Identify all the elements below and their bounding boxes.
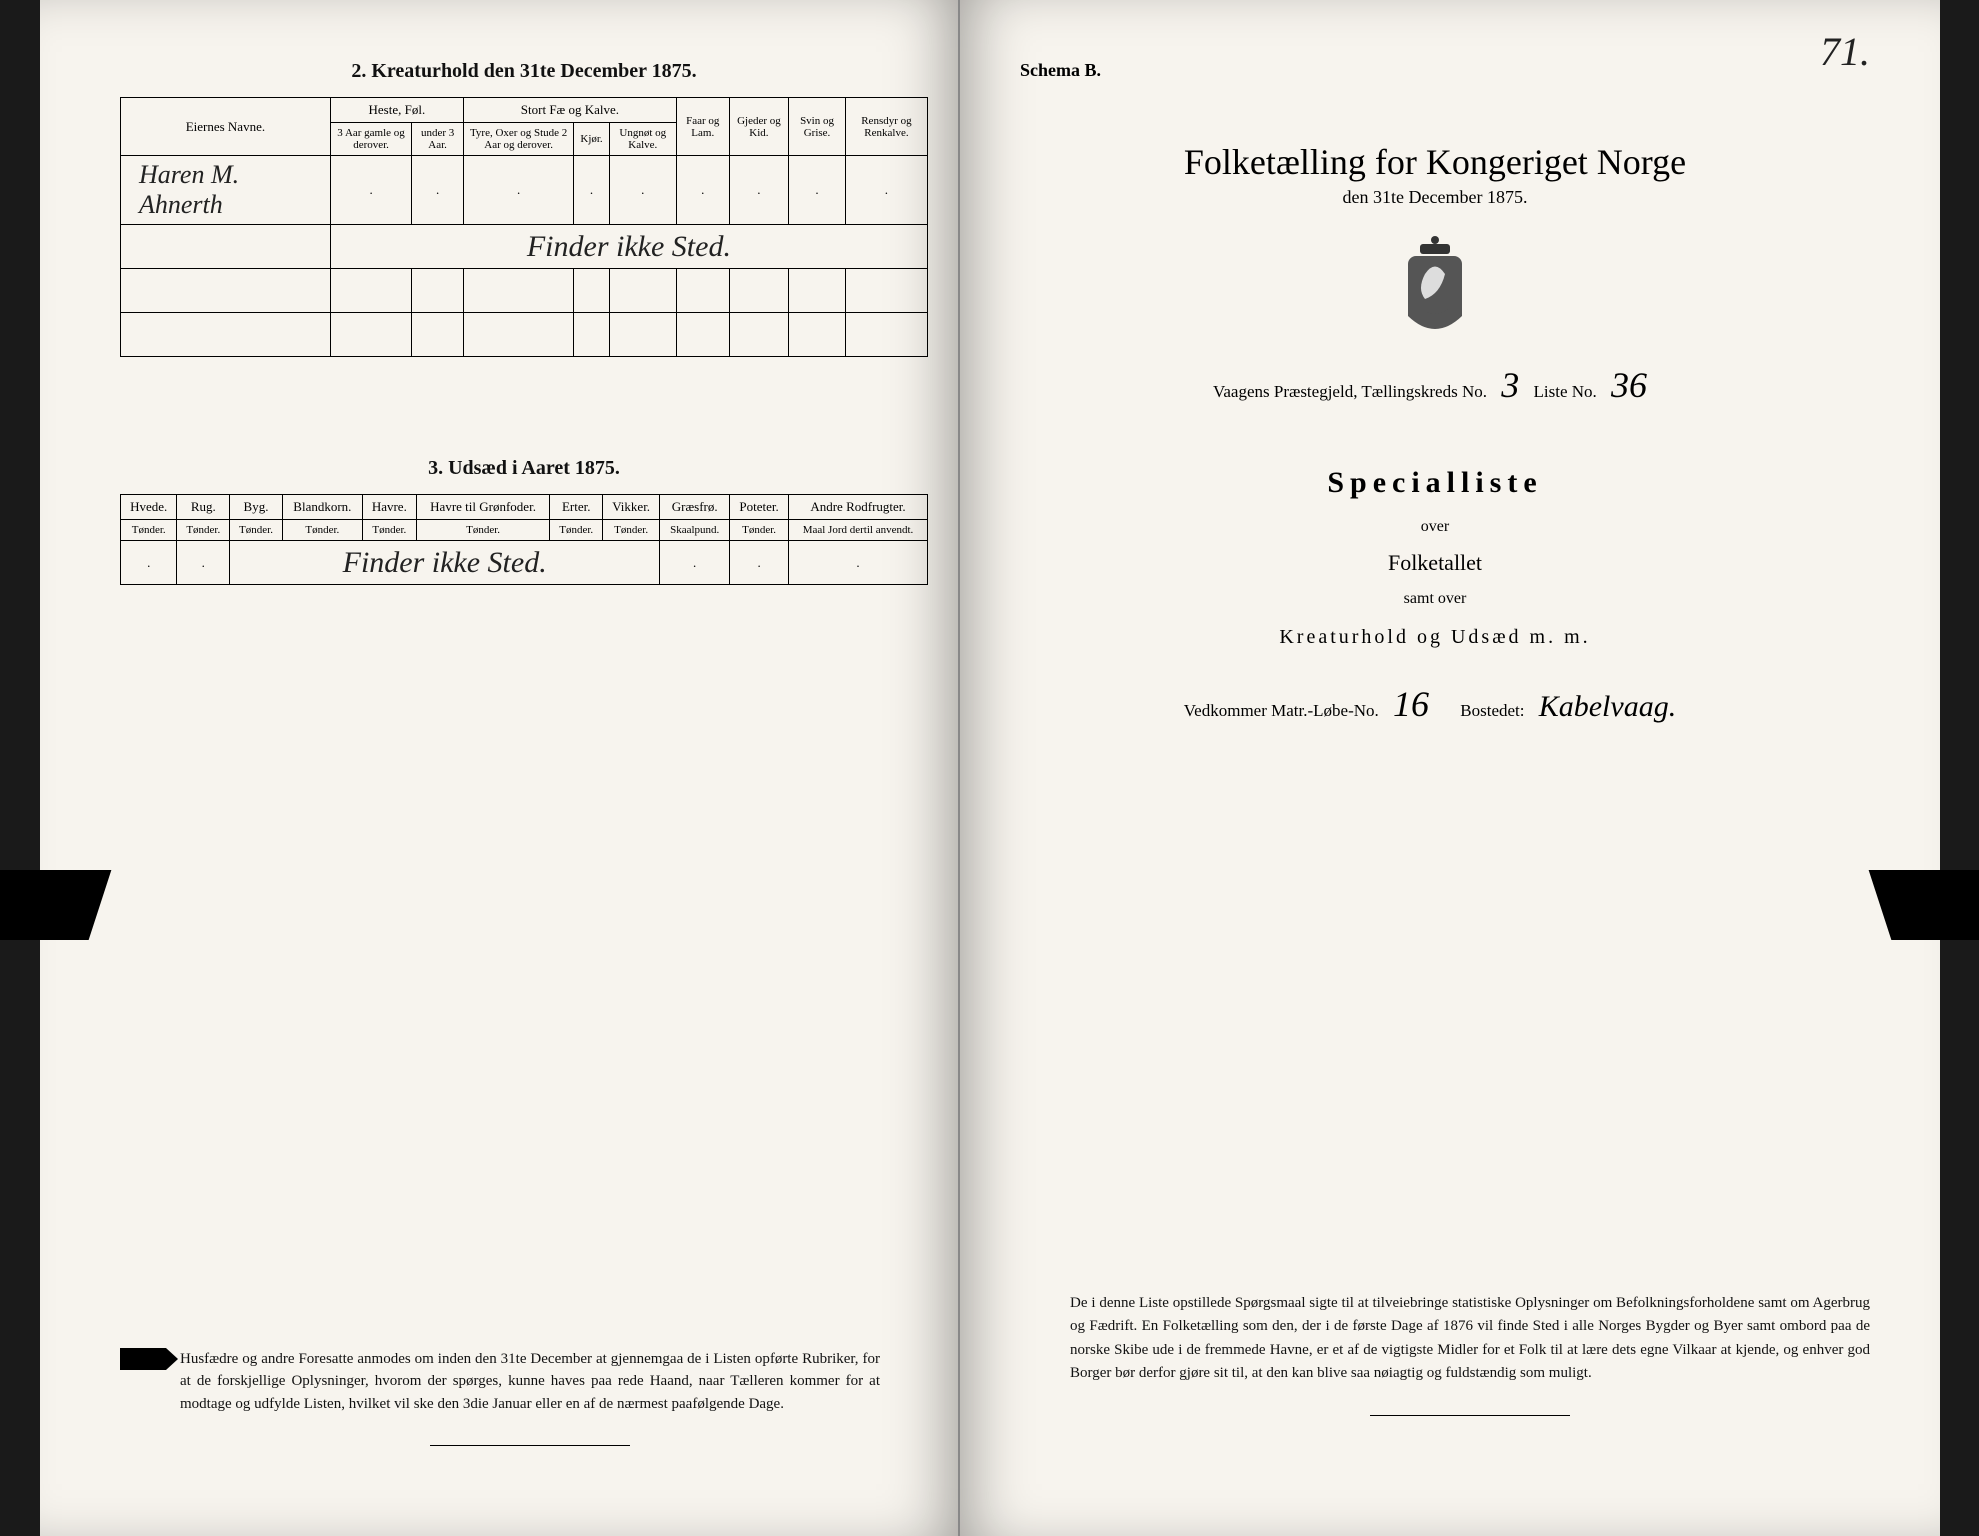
- unit: Tønder.: [230, 520, 283, 541]
- section-2-heading: 2. Kreaturhold den 31te December 1875.: [120, 60, 928, 83]
- unit: Tønder.: [603, 520, 660, 541]
- col-havre-gronf: Havre til Grønfoder.: [416, 495, 550, 520]
- col-gjeder: Gjeder og Kid.: [729, 98, 789, 156]
- colgroup-stortfae: Stort Fæ og Kalve.: [463, 98, 676, 123]
- table-row: Haren M. Ahnerth .........: [121, 156, 928, 225]
- row-finder-ikke-sted: Finder ikke Sted.: [230, 541, 660, 585]
- right-footnote: De i denne Liste opstillede Spørgsmaal s…: [1070, 1292, 1870, 1416]
- left-footnote: Husfædre og andre Foresatte anmodes om i…: [180, 1348, 880, 1447]
- owner-name: Haren M. Ahnerth: [121, 156, 331, 225]
- specialliste-heading: Specialliste: [1010, 466, 1860, 500]
- table-row: [121, 313, 928, 357]
- col-eierne: Eiernes Navne.: [121, 98, 331, 156]
- right-page: 71. Schema B. Folketælling for Kongerige…: [960, 0, 1940, 1536]
- schema-label: Schema B.: [1020, 60, 1860, 81]
- bosted-label: Bostedet:: [1460, 701, 1524, 720]
- col-vikker: Vikker.: [603, 495, 660, 520]
- footnote-text: Husfædre og andre Foresatte anmodes om i…: [180, 1351, 880, 1412]
- col-byg: Byg.: [230, 495, 283, 520]
- unit: Tønder.: [416, 520, 550, 541]
- pointing-hand-icon: [120, 1348, 166, 1370]
- unit: Tønder.: [362, 520, 416, 541]
- coat-of-arms-icon: [1390, 234, 1480, 334]
- unit: Maal Jord dertil anvendt.: [788, 520, 927, 541]
- parish-line: Vaagens Præstegjeld, Tællingskreds No. 3…: [1010, 364, 1860, 406]
- left-page: 2. Kreaturhold den 31te December 1875. E…: [40, 0, 960, 1536]
- table-row: [121, 269, 928, 313]
- page-number: 71.: [1820, 28, 1870, 75]
- row-finder-ikke-sted: Finder ikke Sted.: [330, 225, 927, 269]
- unit: Tønder.: [730, 520, 789, 541]
- matr-label: Vedkommer Matr.-Løbe-No.: [1184, 701, 1379, 720]
- col-heste-under3: under 3 Aar.: [412, 123, 464, 156]
- bosted-value: Kabelvaag.: [1529, 690, 1686, 723]
- col-faar: Faar og Lam.: [676, 98, 729, 156]
- footnote-text: De i denne Liste opstillede Spørgsmaal s…: [1070, 1295, 1870, 1381]
- over-label: over: [1010, 518, 1860, 536]
- col-svin: Svin og Grise.: [789, 98, 846, 156]
- table-udsaed: Hvede. Rug. Byg. Blandkorn. Havre. Havre…: [120, 494, 928, 585]
- col-heste-3aar: 3 Aar gamle og derover.: [330, 123, 412, 156]
- book-spread: 2. Kreaturhold den 31te December 1875. E…: [40, 0, 1940, 1536]
- matr-no: 16: [1383, 684, 1439, 724]
- unit: Tønder.: [177, 520, 230, 541]
- table-kreaturhold: Eiernes Navne. Heste, Føl. Stort Fæ og K…: [120, 97, 928, 357]
- col-poteter: Poteter.: [730, 495, 789, 520]
- divider: [430, 1445, 630, 1446]
- table-row: .. Finder ikke Sted. ...: [121, 541, 928, 585]
- census-date: den 31te December 1875.: [1010, 187, 1860, 208]
- census-title: Folketælling for Kongeriget Norge: [1010, 141, 1860, 183]
- col-rug: Rug.: [177, 495, 230, 520]
- col-rensdyr: Rensdyr og Renkalve.: [845, 98, 927, 156]
- divider: [1370, 1415, 1570, 1416]
- col-erter: Erter.: [550, 495, 603, 520]
- unit: Tønder.: [550, 520, 603, 541]
- folketallet-label: Folketallet: [1010, 550, 1860, 576]
- parish-label: Vaagens Præstegjeld, Tællingskreds No.: [1213, 382, 1487, 401]
- col-rodfr: Andre Rodfrugter.: [788, 495, 927, 520]
- page-clip-left: [0, 870, 111, 940]
- liste-label: Liste No.: [1534, 382, 1597, 401]
- unit: Skaalpund.: [660, 520, 730, 541]
- matr-line: Vedkommer Matr.-Løbe-No. 16 Bostedet: Ka…: [1010, 683, 1860, 725]
- col-stort-ungnot: Ungnøt og Kalve.: [609, 123, 676, 156]
- unit: Tønder.: [121, 520, 177, 541]
- table-row: Finder ikke Sted.: [121, 225, 928, 269]
- unit: Tønder.: [282, 520, 362, 541]
- col-blandkorn: Blandkorn.: [282, 495, 362, 520]
- col-graesfro: Græsfrø.: [660, 495, 730, 520]
- liste-no: 36: [1601, 365, 1657, 405]
- col-havre: Havre.: [362, 495, 416, 520]
- kreaturhold-label: Kreaturhold og Udsæd m. m.: [1010, 626, 1860, 649]
- col-stort-kjor: Kjør.: [574, 123, 609, 156]
- kreds-no: 3: [1491, 365, 1529, 405]
- colgroup-heste: Heste, Føl.: [330, 98, 463, 123]
- samt-over-label: samt over: [1010, 590, 1860, 608]
- col-hvede: Hvede.: [121, 495, 177, 520]
- col-stort-tyre: Tyre, Oxer og Stude 2 Aar og derover.: [463, 123, 573, 156]
- section-3-heading: 3. Udsæd i Aaret 1875.: [120, 457, 928, 480]
- page-clip-right: [1869, 870, 1979, 940]
